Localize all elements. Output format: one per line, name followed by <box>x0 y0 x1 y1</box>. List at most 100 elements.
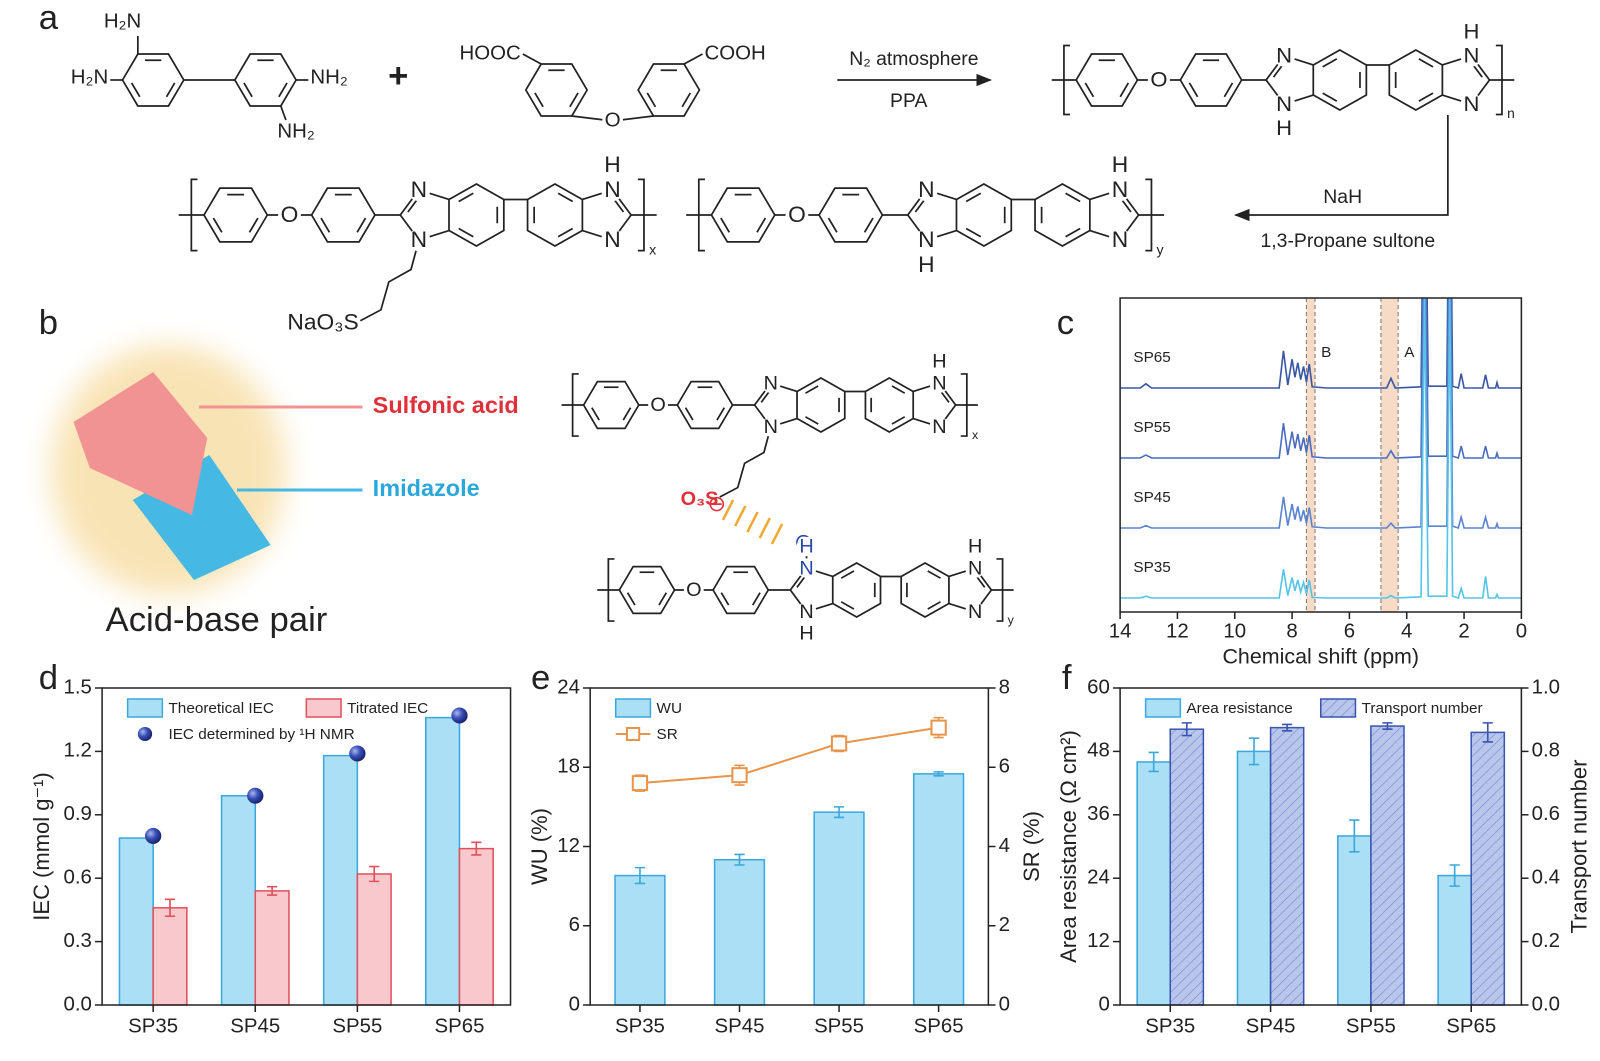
y-tick-label: 6 <box>999 756 1010 778</box>
x-tick-label: SP35 <box>128 1015 178 1037</box>
ring <box>1388 49 1444 111</box>
repeat-subscript: x <box>972 428 978 442</box>
bond <box>1188 82 1199 98</box>
bond <box>805 385 819 394</box>
atom-label: N <box>918 177 934 202</box>
atom-label: N <box>968 601 982 623</box>
error-bar <box>1482 722 1493 743</box>
legend-label: WU <box>657 700 682 717</box>
bar <box>614 874 666 1006</box>
bracket <box>1145 178 1153 252</box>
x-tick-label: SP65 <box>914 1015 964 1037</box>
bond <box>522 53 542 65</box>
ring <box>676 380 734 430</box>
error-bar <box>734 853 745 866</box>
y-tick-label: 6 <box>569 914 580 936</box>
bond <box>1418 58 1434 68</box>
atom-bg <box>278 203 301 227</box>
bar <box>152 907 188 1006</box>
atom-bg <box>914 253 938 277</box>
acid-base-interaction <box>721 499 784 545</box>
y-tick-label: 0 <box>569 993 580 1015</box>
functional-group: H₂N <box>104 10 141 32</box>
atom-bg <box>1460 44 1483 67</box>
legend-label: SR <box>657 726 678 743</box>
atom-bg <box>914 228 938 252</box>
bracket <box>571 373 579 437</box>
ring <box>712 565 770 615</box>
bond <box>1223 82 1234 98</box>
atom-label: N <box>604 177 620 202</box>
traces <box>1120 298 1522 600</box>
x-tick-label: SP55 <box>1346 1015 1396 1037</box>
bond <box>165 82 176 98</box>
x-tick-label: 4 <box>1401 620 1412 642</box>
bar <box>1236 750 1272 1006</box>
ring <box>526 183 584 247</box>
bond <box>716 407 726 421</box>
atom-bg <box>929 417 950 437</box>
functional-group: COOH <box>705 42 766 64</box>
bond <box>658 592 668 606</box>
atom-label: O <box>686 579 701 601</box>
highlight-band <box>1306 298 1316 612</box>
y-tick-label: 18 <box>557 756 580 778</box>
bond <box>840 570 855 579</box>
atom-bg <box>796 623 817 644</box>
spectrum-line <box>1120 298 1522 460</box>
bond <box>458 192 474 203</box>
highlight-label: A <box>1404 344 1415 361</box>
bar <box>1337 835 1372 1006</box>
label-base: Imidazole <box>373 475 480 501</box>
atom-label: N <box>411 227 427 252</box>
ring <box>818 187 884 243</box>
bond <box>891 385 906 394</box>
bar <box>813 811 865 1006</box>
ring <box>1034 183 1091 247</box>
interaction-dash <box>770 523 784 545</box>
bar <box>713 858 766 1006</box>
ring <box>1312 49 1368 111</box>
atom-label: N <box>799 601 813 623</box>
atom-label: O <box>281 202 299 227</box>
bond <box>320 217 331 233</box>
y-tick-label: 0.0 <box>64 993 92 1015</box>
bond <box>212 217 223 233</box>
y-tick-label: 36 <box>1087 803 1110 825</box>
side-group: O₃S <box>681 488 719 510</box>
bar <box>356 873 392 1006</box>
bar <box>1269 726 1305 1006</box>
bar <box>322 754 359 1006</box>
axis-label: IEC (mmol g⁻¹) <box>29 772 54 920</box>
ring <box>524 63 589 117</box>
bond <box>620 115 654 121</box>
atom-bg <box>601 228 624 252</box>
atom-bg <box>760 417 781 437</box>
reaction-condition: PPA <box>890 91 928 112</box>
atom-label: H <box>932 351 946 373</box>
marker <box>731 767 748 784</box>
bond <box>1322 92 1338 102</box>
ring <box>233 53 298 107</box>
bar <box>1437 874 1472 1006</box>
bar <box>254 890 290 1006</box>
atom-label: N <box>764 372 778 394</box>
charge: ⊖ <box>707 491 726 516</box>
bracket <box>960 373 968 437</box>
bond <box>1065 192 1081 203</box>
bond <box>684 407 694 421</box>
bond <box>756 217 767 233</box>
ring <box>900 562 950 618</box>
bond <box>557 192 574 203</box>
bond <box>965 192 982 203</box>
legend-swatch <box>1319 698 1357 718</box>
bond <box>863 217 874 233</box>
bond <box>805 416 819 425</box>
reaction-condition: 1,3-Propane sultone <box>1260 231 1435 252</box>
plot-frame <box>101 687 512 1006</box>
x-tick-label: SP55 <box>814 1015 864 1037</box>
bond <box>927 570 941 579</box>
bond <box>827 217 838 233</box>
atom-bg <box>1108 153 1132 177</box>
bracket <box>1495 44 1503 116</box>
